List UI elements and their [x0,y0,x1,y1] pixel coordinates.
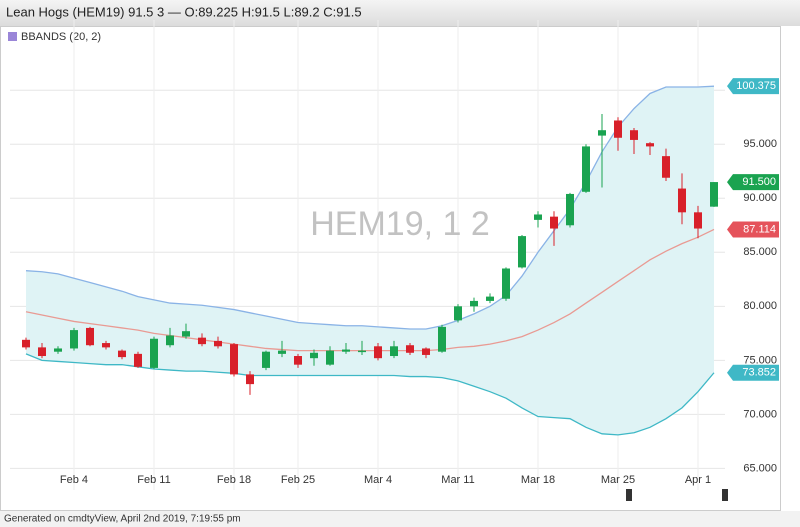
candle-body [134,353,142,367]
y-tick-label: 70.000 [743,408,777,420]
candle-body [614,120,622,138]
chart-title: Lean Hogs (HEM19) 91.5 3 — O:89.225 H:91… [6,4,362,19]
value-tag [727,174,779,191]
y-tick-label: 90.000 [743,192,777,204]
x-tick-label: Feb 11 [137,474,170,486]
value-tag-label: 91.500 [742,176,776,188]
band-upper-line [25,85,715,330]
header-bar [0,0,800,26]
candle-body [262,351,270,368]
y-tick-label: 80.000 [743,300,777,312]
candle-body [342,349,350,352]
candle-body [166,335,174,346]
plot: 65.000 70.000 75.000 80.000 85.000 90.000 95.0… [10,20,779,490]
candle-body [214,340,222,347]
watermark: HEM19, 1 2 [310,205,490,243]
x-tick-label: Mar 11 [441,474,474,486]
candle-body [662,156,670,178]
y-tick-label: 95.000 [743,138,777,150]
x-tick-label: Feb 18 [217,474,251,486]
x-tick-label: Mar 25 [601,474,635,486]
value-tag-label: 87.114 [743,223,776,235]
candle-body [630,130,638,140]
candle-body [550,216,558,229]
candle-body [22,339,30,348]
candle-body [646,143,654,147]
candle-body [502,268,510,299]
candle-body [454,306,462,321]
candle-body [182,331,190,337]
candle-body [326,350,334,365]
x-tick-label: Feb 25 [281,474,315,486]
y-tick-label: 75.000 [743,354,777,366]
candle-body [38,347,46,357]
y-tick-label: 65.000 [743,462,777,474]
value-tag [727,364,779,381]
candle-body [390,346,398,357]
band-lower-line [25,353,715,436]
x-tick-label: Mar 4 [364,474,392,486]
candle-body [534,214,542,220]
candle-body [694,212,702,229]
candle-body [118,350,126,358]
x-tick-label: Apr 1 [685,474,711,486]
candle-body [230,344,238,375]
candle-body [246,374,254,385]
candle-body [294,356,302,365]
candle-body [198,337,206,345]
candle-body [518,236,526,268]
candle-body [86,327,94,346]
footer: Generated on cmdtyView, April 2nd 2019, … [4,514,241,525]
value-tag-label: 100.375 [736,80,776,92]
chart-frame [0,26,781,511]
candle-body [278,350,286,354]
value-tag-label: 73.852 [742,367,776,379]
candle-body [358,350,366,353]
candle-body [70,330,78,349]
candle-body [486,296,494,301]
y-tick-label: 85.000 [743,246,777,258]
legend-label: BBANDS (20, 2) [21,31,101,43]
candle-body [678,188,686,213]
candle-body [582,146,590,192]
band-middle-line [25,228,715,352]
candle-body [566,193,574,226]
candle-body [310,352,318,359]
candle-body [150,338,158,368]
candle-body [438,326,446,352]
candle-body [54,348,62,352]
footer-bar [0,511,800,527]
event-marker [626,489,632,501]
candle-body [102,343,110,348]
candle-body [598,130,606,136]
candle-body [422,348,430,355]
x-tick-label: Mar 18 [521,474,555,486]
legend-swatch [8,32,17,41]
candle-body [710,182,718,207]
value-tag [727,221,779,238]
candle-body [406,345,414,353]
event-marker [722,489,728,501]
value-tag [727,78,779,95]
band-fill [26,86,714,435]
candle-body [374,346,382,359]
candle-body [470,300,478,307]
x-tick-label: Feb 4 [60,474,88,486]
